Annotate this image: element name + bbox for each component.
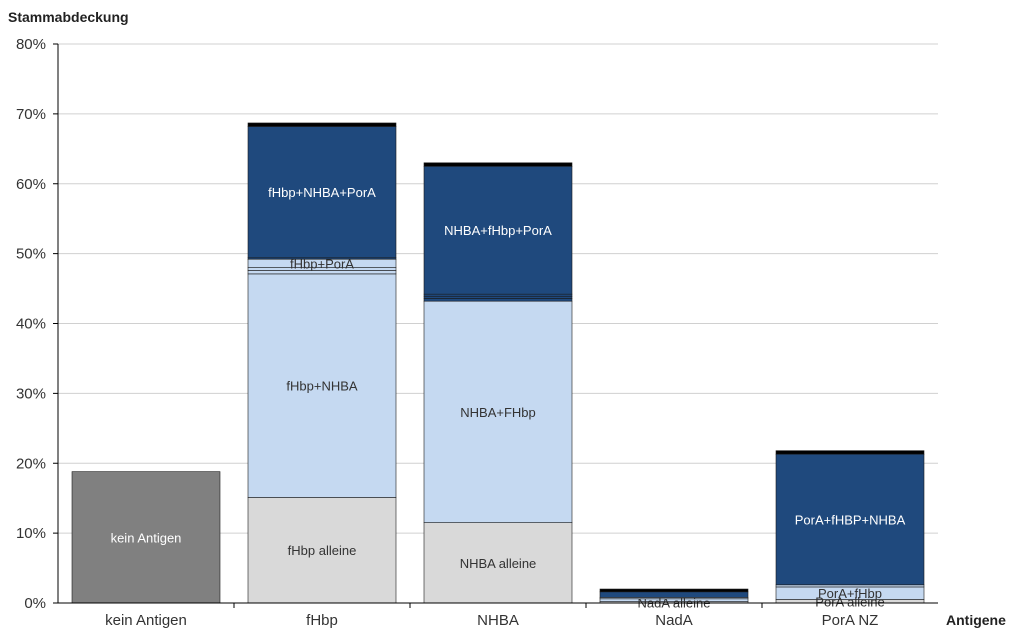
x-tick-label: kein Antigen	[105, 612, 187, 629]
bar-segment	[423, 165, 573, 295]
y-tick-label: 40%	[16, 316, 46, 333]
x-axis-title: Antigene	[946, 612, 1006, 628]
segment-label: fHbp+NHBA	[286, 379, 357, 394]
segment-label: fHbp+NHBA+PorA	[268, 185, 376, 200]
segment-label: PorA+fHbp	[818, 586, 882, 601]
x-tick-label: PorA NZ	[822, 612, 879, 629]
bar-segment	[423, 293, 573, 297]
y-axis-title: Stammabdeckung	[8, 9, 129, 25]
segment-label: PorA alleine	[815, 594, 884, 609]
bar-segment	[71, 471, 221, 604]
bar-segment	[423, 300, 573, 523]
bar-segment	[775, 450, 925, 455]
bar-segment	[599, 588, 749, 593]
bar-segment	[423, 295, 573, 299]
x-tick-label: NHBA	[477, 612, 519, 629]
segment-label: fHbp+PorA	[290, 256, 354, 271]
y-tick-label: 0%	[24, 595, 46, 612]
segment-label: NHBA alleine	[460, 556, 537, 571]
x-tick-label: NadA	[655, 612, 693, 629]
segment-label: fHbp alleine	[288, 543, 357, 558]
bar-segment	[247, 126, 397, 259]
y-tick-label: 50%	[16, 246, 46, 263]
y-tick-label: 20%	[16, 455, 46, 472]
y-tick-label: 30%	[16, 385, 46, 402]
segment-label: PorA+fHBP+NHBA	[795, 512, 906, 527]
bar-segment	[423, 522, 573, 604]
bars	[71, 122, 925, 604]
bar-segment	[423, 298, 573, 302]
segment-label: kein Antigen	[111, 530, 182, 545]
axes: 0% 10% 20% 30% 40% 50% 60% 70% 80% kein Antigen fH…	[16, 36, 938, 629]
bar-segment	[247, 122, 397, 127]
segment-label: NHBA+fHbp+PorA	[444, 223, 552, 238]
bar-segment	[247, 273, 397, 498]
y-tick-label: 70%	[16, 106, 46, 123]
bar-segment	[423, 162, 573, 167]
bar-segment	[775, 453, 925, 586]
bar-segment	[247, 497, 397, 604]
y-tick-label: 10%	[16, 525, 46, 542]
y-tick-label: 80%	[16, 36, 46, 53]
x-tick-label: fHbp	[306, 612, 338, 629]
segment-label: NHBA+FHbp	[460, 405, 536, 420]
y-tick-label: 60%	[16, 176, 46, 193]
